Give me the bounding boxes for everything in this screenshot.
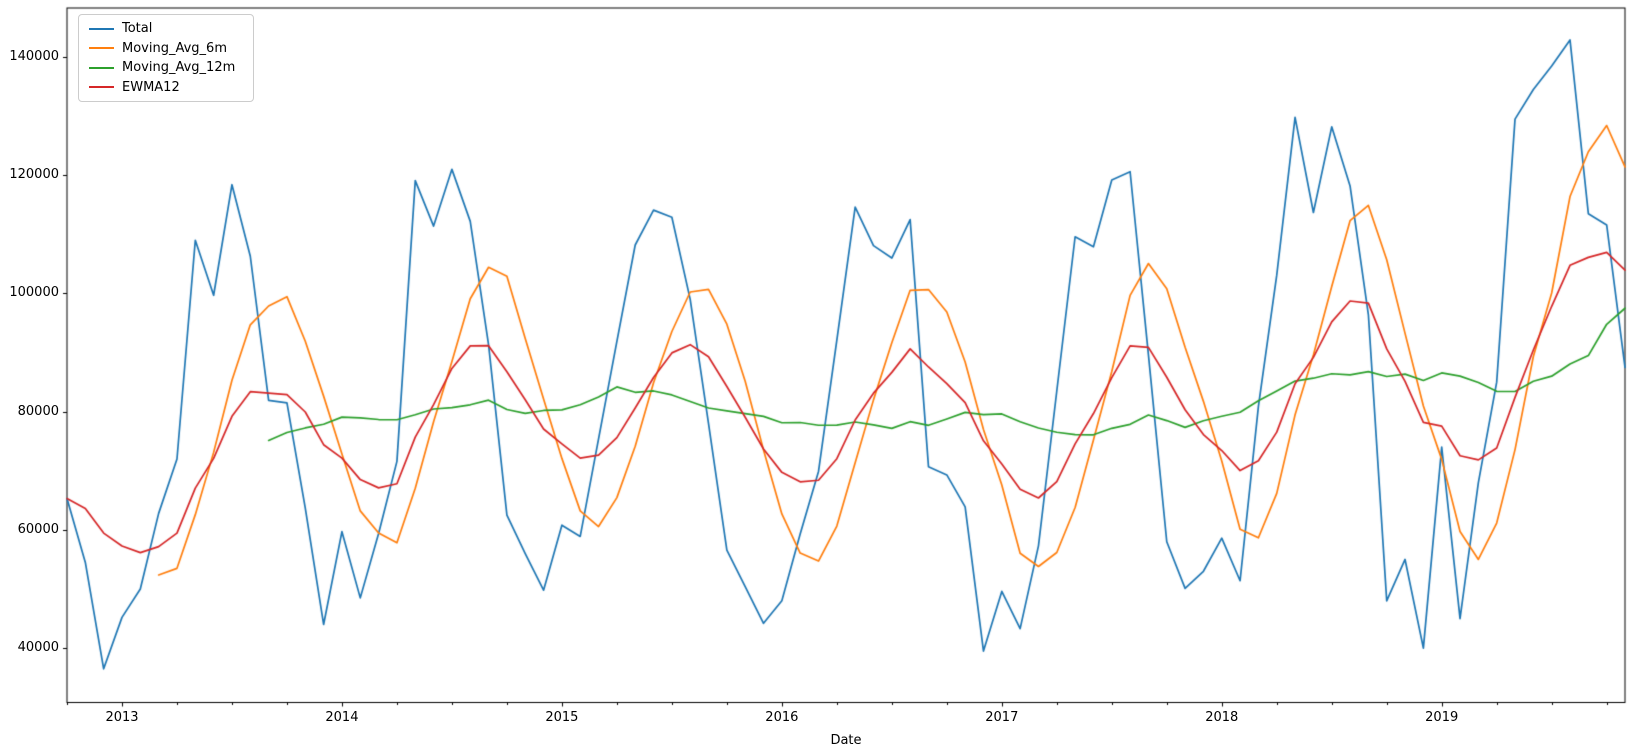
x-axis-label: Date	[830, 733, 862, 748]
x-tick-label: 2013	[105, 710, 139, 725]
legend-line-ewma12-icon	[89, 86, 114, 89]
legend-row-moving-avg-12m: Moving_Avg_12m	[85, 58, 245, 78]
y-tick-label: 80000	[17, 403, 59, 419]
legend-label-moving-avg-6m: Moving_Avg_6m	[122, 40, 227, 56]
legend-label-moving-avg-12m: Moving_Avg_12m	[122, 60, 236, 76]
x-tick-label: 2016	[765, 710, 799, 725]
legend-line-moving-avg-12m-icon	[89, 66, 114, 69]
x-tick-label: 2018	[1205, 710, 1239, 725]
x-tick-label: 2017	[985, 710, 1019, 725]
legend-line-total-icon	[89, 27, 114, 30]
x-tick-label: 2015	[545, 710, 579, 725]
y-tick-label: 60000	[17, 521, 59, 537]
legend-row-moving-avg-6m: Moving_Avg_6m	[85, 39, 245, 59]
y-tick-label: 140000	[9, 49, 59, 65]
legend-row-ewma12: EWMA12	[85, 78, 245, 98]
legend: Total Moving_Avg_6m Moving_Avg_12m EWMA1…	[78, 14, 254, 102]
y-tick-label: 100000	[9, 285, 59, 301]
x-tick-label: 2014	[325, 710, 359, 725]
legend-line-moving-avg-6m-icon	[89, 47, 114, 50]
legend-label-total: Total	[122, 21, 153, 37]
legend-row-total: Total	[85, 19, 245, 39]
y-tick-label: 40000	[17, 640, 59, 656]
legend-label-ewma12: EWMA12	[122, 79, 180, 95]
y-tick-label: 120000	[9, 167, 59, 183]
x-tick-label: 2019	[1425, 710, 1459, 725]
